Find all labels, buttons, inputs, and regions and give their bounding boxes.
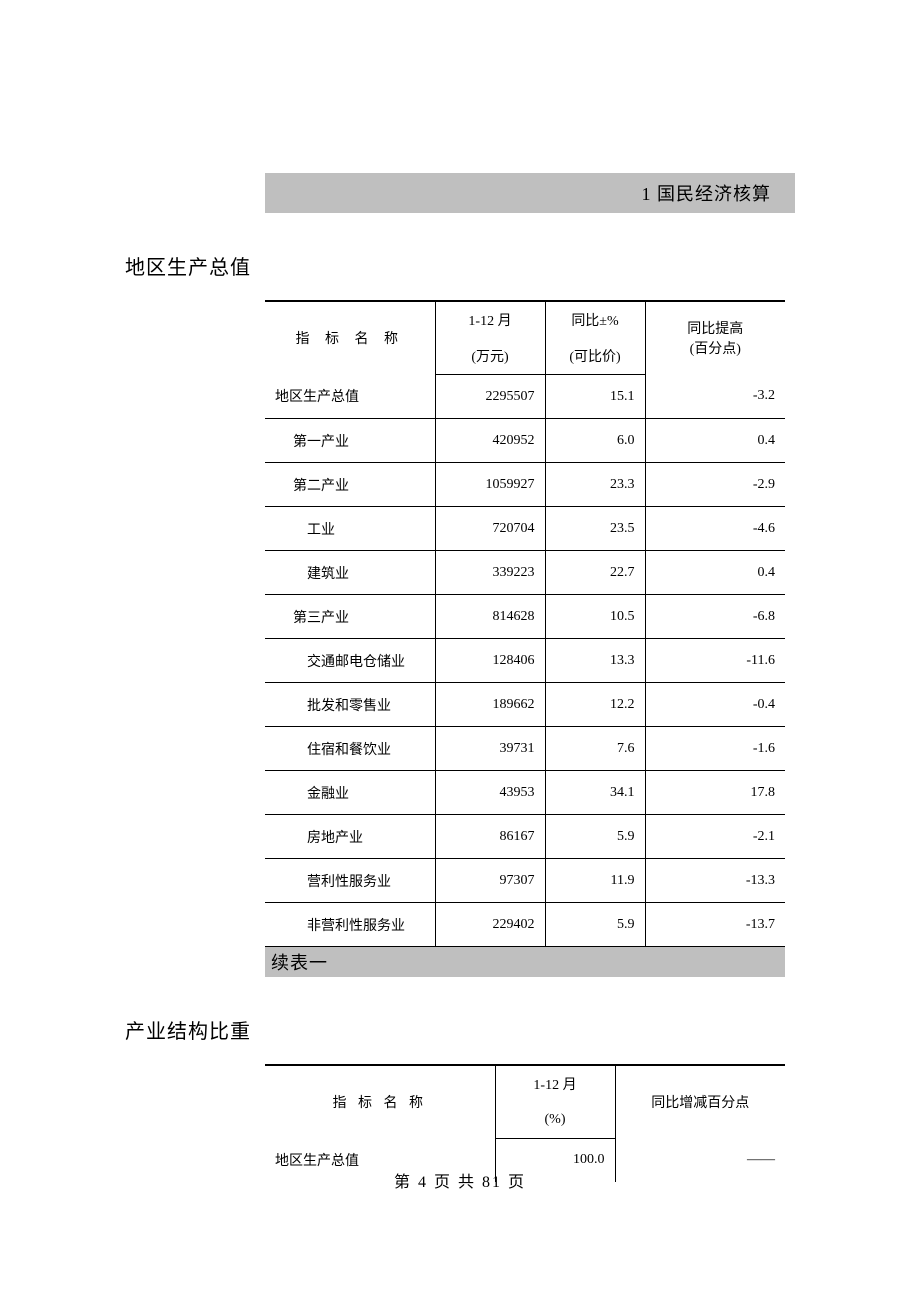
col-header-period: 1-12 月 bbox=[435, 301, 545, 338]
col-header-period2: 1-12 月 bbox=[495, 1065, 615, 1102]
continuation-bar: 续表一 bbox=[265, 947, 785, 977]
table-row: 第二产业105992723.3-2.9 bbox=[265, 463, 785, 507]
gdp-table: 指 标 名 称 1-12 月 同比±% 同比提高 (百分点) (万元) (可比价… bbox=[265, 300, 785, 947]
gdp-table-body: 地区生产总值229550715.1-3.2 第一产业4209526.00.4 第… bbox=[265, 375, 785, 947]
continuation-label: 续表一 bbox=[271, 949, 328, 975]
page-number: 第 4 页 共 81 页 bbox=[394, 1174, 526, 1191]
table-row: 非营利性服务业2294025.9-13.7 bbox=[265, 903, 785, 947]
col-header-indicator: 指 标 名 称 bbox=[265, 301, 435, 375]
table-row: 交通邮电仓储业12840613.3-11.6 bbox=[265, 639, 785, 683]
table-row: 地区生产总值229550715.1-3.2 bbox=[265, 375, 785, 419]
col-header-yoy: 同比±% bbox=[545, 301, 645, 338]
table-row: 建筑业33922322.70.4 bbox=[265, 551, 785, 595]
table-row: 批发和零售业18966212.2-0.4 bbox=[265, 683, 785, 727]
table-row: 工业72070423.5-4.6 bbox=[265, 507, 785, 551]
col-header-comparable: (可比价) bbox=[545, 338, 645, 375]
section2-title: 产业结构比重 bbox=[125, 1015, 795, 1044]
section1-title: 地区生产总值 bbox=[125, 251, 795, 280]
col-header-change: 同比增减百分点 bbox=[615, 1065, 785, 1138]
col-header-unit: (万元) bbox=[435, 338, 545, 375]
table-row: 第一产业4209526.00.4 bbox=[265, 419, 785, 463]
structure-table: 指 标 名 称 1-12 月 同比增减百分点 (%) 地区生产总值 100.0 … bbox=[265, 1064, 785, 1182]
col-header-pct: (%) bbox=[495, 1102, 615, 1138]
section-banner: 1 国民经济核算 bbox=[265, 173, 795, 213]
page-footer: 第 4 页 共 81 页 bbox=[0, 1168, 920, 1192]
table-row: 营利性服务业9730711.9-13.3 bbox=[265, 859, 785, 903]
col-header-increase: 同比提高 (百分点) bbox=[645, 301, 785, 375]
col-header-indicator: 指 标 名 称 bbox=[265, 1065, 495, 1138]
section-banner-text: 1 国民经济核算 bbox=[642, 180, 772, 206]
table-row: 第三产业81462810.5-6.8 bbox=[265, 595, 785, 639]
table-row: 住宿和餐饮业397317.6-1.6 bbox=[265, 727, 785, 771]
table-row: 金融业4395334.117.8 bbox=[265, 771, 785, 815]
table-row: 房地产业861675.9-2.1 bbox=[265, 815, 785, 859]
